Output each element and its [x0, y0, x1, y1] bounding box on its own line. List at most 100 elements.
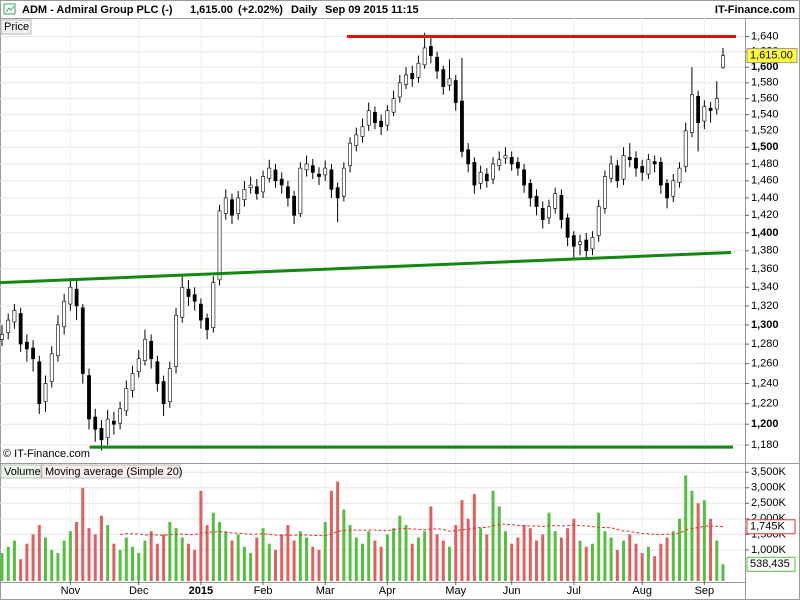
candle-body	[18, 313, 23, 345]
volume-bar	[242, 546, 246, 581]
candle-body	[391, 98, 396, 113]
candle-body	[273, 169, 278, 182]
volume-bar	[460, 500, 464, 581]
legend-label: Moving average (Simple 20)	[45, 466, 183, 478]
volume-bar	[609, 537, 613, 581]
volume-bar	[193, 549, 197, 581]
volume-bar	[653, 556, 657, 581]
candle-body	[683, 130, 688, 167]
volume-bar	[572, 518, 576, 581]
last-volume-marker	[746, 556, 796, 572]
candle-body	[217, 210, 222, 281]
volume-bar	[44, 537, 48, 581]
volume-bar	[491, 490, 495, 581]
candle-body	[12, 310, 17, 323]
volume-bar	[398, 515, 402, 581]
candle-body	[155, 361, 160, 384]
candle-body	[31, 347, 35, 360]
volume-bar	[535, 540, 539, 581]
volume-bar	[510, 543, 514, 581]
volume-bar	[12, 540, 16, 581]
candle-body	[714, 98, 719, 110]
x-tick-label: Jun	[503, 585, 521, 597]
volume-bar	[590, 543, 594, 581]
y-tick-label: 2,500K	[751, 497, 787, 509]
trend-line	[0, 251, 732, 285]
volume-bar	[603, 531, 607, 581]
pane-label: Price	[4, 21, 29, 33]
volume-bar	[404, 525, 408, 581]
candle-body	[416, 63, 421, 78]
volume-bar	[261, 528, 265, 581]
volume-bar	[385, 534, 389, 581]
candle-body	[74, 288, 79, 307]
volume-bar	[410, 543, 414, 581]
candle-body	[118, 408, 122, 424]
candle-body	[553, 193, 558, 209]
candle-body	[540, 208, 545, 220]
last-volume-label: 538,435	[750, 558, 790, 570]
last-price-marker	[746, 48, 798, 64]
volume-bar	[528, 528, 532, 581]
volume-bar	[199, 490, 203, 581]
candle-body	[397, 82, 402, 98]
interval: Daily	[291, 4, 318, 16]
candle-body	[609, 163, 614, 179]
volume-bar	[230, 540, 234, 581]
last-price-label: 1,615.00	[750, 50, 793, 62]
y-tick-label: 1,340	[751, 281, 779, 293]
y-tick-label: 1,440	[751, 192, 779, 204]
volume-bar	[559, 537, 563, 581]
volume-bar	[236, 534, 240, 581]
candle-body	[267, 167, 272, 179]
candle-body	[0, 334, 4, 340]
candle-body	[615, 165, 620, 182]
volume-bar	[162, 534, 166, 581]
candle-body	[167, 368, 172, 402]
candle-body	[373, 111, 377, 123]
volume-bar	[75, 521, 79, 581]
candle-body	[385, 110, 390, 126]
y-tick-label: 1,360	[751, 263, 779, 275]
volume-bar	[646, 546, 650, 581]
x-tick-label: Feb	[254, 585, 273, 597]
y-tick-label: 1,420	[751, 209, 779, 221]
x-tick-label: Sep	[695, 585, 715, 597]
volume-bar	[336, 481, 340, 581]
volume-bar	[249, 553, 253, 581]
x-tick-label: May	[445, 585, 466, 597]
candle-body	[466, 149, 471, 165]
marks-layer	[0, 32, 725, 581]
volume-bar	[702, 500, 706, 581]
candle-body	[248, 184, 253, 188]
candle-body	[6, 319, 11, 333]
candle-body	[435, 56, 439, 72]
y-tick-label: 1,520	[751, 125, 779, 137]
volume-bar	[286, 525, 290, 581]
x-tick-label: Aug	[632, 585, 652, 597]
brand: IT-Finance.com	[715, 4, 795, 16]
candle-body	[286, 186, 290, 199]
y-tick-label: 1,480	[751, 158, 779, 170]
candle-body	[198, 303, 203, 321]
candle-body	[366, 110, 371, 126]
volume-bar	[50, 549, 54, 581]
candle-body	[279, 178, 284, 186]
candle-body	[230, 199, 234, 216]
last-ma-label: 1,745K	[750, 521, 786, 533]
y-tick-label: 1,560	[751, 93, 779, 105]
volume-bar	[93, 534, 97, 581]
candle-body	[254, 186, 259, 194]
candle-body	[360, 126, 365, 137]
volume-bar	[305, 537, 309, 581]
volume-bar	[634, 543, 638, 581]
volume-bar	[19, 559, 23, 581]
candle-body	[478, 172, 483, 184]
candle-body	[702, 106, 707, 122]
volume-bar	[329, 490, 333, 581]
candle-body	[348, 142, 352, 166]
y-tick-label: 1,280	[751, 338, 779, 350]
volume-bar	[255, 537, 259, 581]
volume-bar	[628, 534, 632, 581]
